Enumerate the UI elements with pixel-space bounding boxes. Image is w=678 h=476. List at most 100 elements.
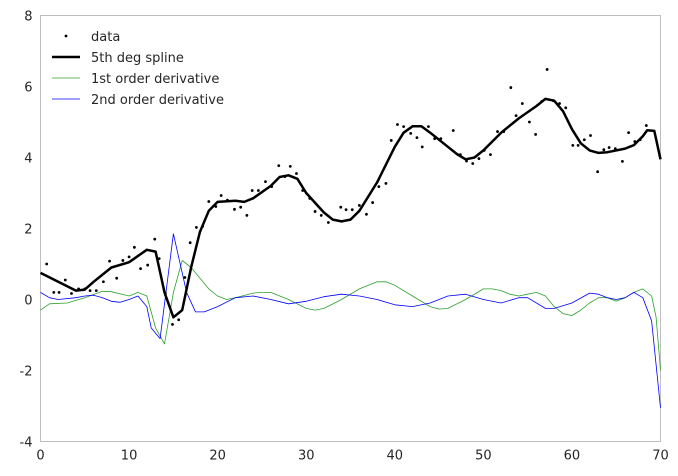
data-point xyxy=(326,221,330,224)
data-point xyxy=(540,100,544,103)
data-point xyxy=(564,106,568,110)
data-point xyxy=(377,185,381,189)
data-point xyxy=(201,224,204,228)
2nd-order-derivative-line xyxy=(40,233,661,408)
data-point xyxy=(496,130,499,133)
data-point xyxy=(171,322,174,326)
data-point xyxy=(396,123,399,126)
data-point xyxy=(63,278,67,282)
data-point xyxy=(350,208,354,212)
data-point xyxy=(121,259,125,262)
data-point xyxy=(465,159,468,163)
data-point xyxy=(627,131,631,135)
data-point xyxy=(638,138,642,142)
data-point xyxy=(57,291,61,294)
data-point xyxy=(458,153,462,157)
series-layer xyxy=(39,68,662,408)
x-tick-label: 20 xyxy=(209,449,226,464)
plot-frame xyxy=(40,15,661,442)
x-tick-label: 0 xyxy=(36,449,44,464)
data-point xyxy=(420,145,424,149)
x-tick-label: 50 xyxy=(475,449,492,464)
data-point xyxy=(558,102,561,105)
data-point xyxy=(239,205,243,209)
data-point xyxy=(194,226,198,229)
data-point xyxy=(402,125,406,129)
data-point xyxy=(277,164,281,168)
data-point xyxy=(127,255,131,259)
data-point xyxy=(602,148,606,152)
data-point xyxy=(613,147,617,151)
legend-label: 2nd order derivative xyxy=(91,93,224,108)
x-tick-label: 30 xyxy=(298,449,315,464)
data-point xyxy=(528,120,531,124)
data-point xyxy=(270,185,274,189)
data-point xyxy=(357,204,361,207)
data-point xyxy=(471,162,475,165)
data-point xyxy=(183,276,187,279)
data-point xyxy=(70,292,73,295)
data-point xyxy=(157,257,161,261)
data-point xyxy=(427,125,430,129)
data-point xyxy=(108,259,111,263)
data-point xyxy=(264,180,267,184)
data-point xyxy=(245,213,249,217)
data-point xyxy=(177,318,181,322)
data-point xyxy=(308,196,312,200)
data-point xyxy=(371,201,375,204)
data-point xyxy=(409,131,413,135)
legend-label: 5th deg spline xyxy=(91,51,184,66)
data-point xyxy=(477,157,481,160)
data-point xyxy=(415,136,419,140)
y-tick-label: 8 xyxy=(24,10,32,25)
data-point xyxy=(489,153,492,157)
1st-order-derivative-line xyxy=(40,260,661,371)
data-point xyxy=(534,133,538,136)
data-point xyxy=(514,114,518,118)
data-point xyxy=(607,146,611,149)
data-point xyxy=(571,144,575,147)
data-point xyxy=(214,205,218,208)
data-point xyxy=(288,164,292,168)
data-point xyxy=(295,172,298,175)
data-point xyxy=(153,237,157,241)
y-tick-label: 6 xyxy=(24,81,32,96)
x-tick-label: 10 xyxy=(121,449,138,464)
data-point xyxy=(439,137,443,141)
data-point xyxy=(83,287,87,291)
x-tick-label: 70 xyxy=(652,449,669,464)
data-point xyxy=(339,205,343,209)
y-tick-label: -2 xyxy=(20,365,33,380)
data-point xyxy=(451,129,455,132)
y-tick-label: 2 xyxy=(24,223,32,238)
data-point xyxy=(283,175,287,179)
data-point xyxy=(52,291,56,294)
legend-marker-data xyxy=(64,34,68,38)
data-point xyxy=(596,170,600,174)
x-tick-label: 60 xyxy=(564,449,581,464)
data-point xyxy=(101,280,105,284)
tick-layer: 0 10 20 30 40 50 60 70 -4 -2 0 2 4 6 8 xyxy=(20,10,669,464)
data-point xyxy=(139,267,142,271)
data-point xyxy=(621,160,624,163)
legend-label: 1st order derivative xyxy=(91,72,219,87)
data-point xyxy=(88,289,92,293)
data-point xyxy=(520,102,524,105)
data-point xyxy=(77,287,80,291)
data-point xyxy=(45,262,49,266)
y-tick-label: -4 xyxy=(20,436,33,451)
data-point xyxy=(551,99,555,103)
data-point xyxy=(344,208,348,212)
data-point xyxy=(225,198,229,202)
data-point xyxy=(433,137,437,141)
data-point xyxy=(146,263,150,267)
data-point xyxy=(219,194,223,197)
5th-deg-spline-line xyxy=(39,97,662,319)
data-point xyxy=(576,144,580,147)
data-point xyxy=(163,292,167,295)
data-point xyxy=(301,189,305,192)
data-point xyxy=(207,200,211,203)
data-point xyxy=(132,245,136,249)
data-point xyxy=(482,149,486,152)
